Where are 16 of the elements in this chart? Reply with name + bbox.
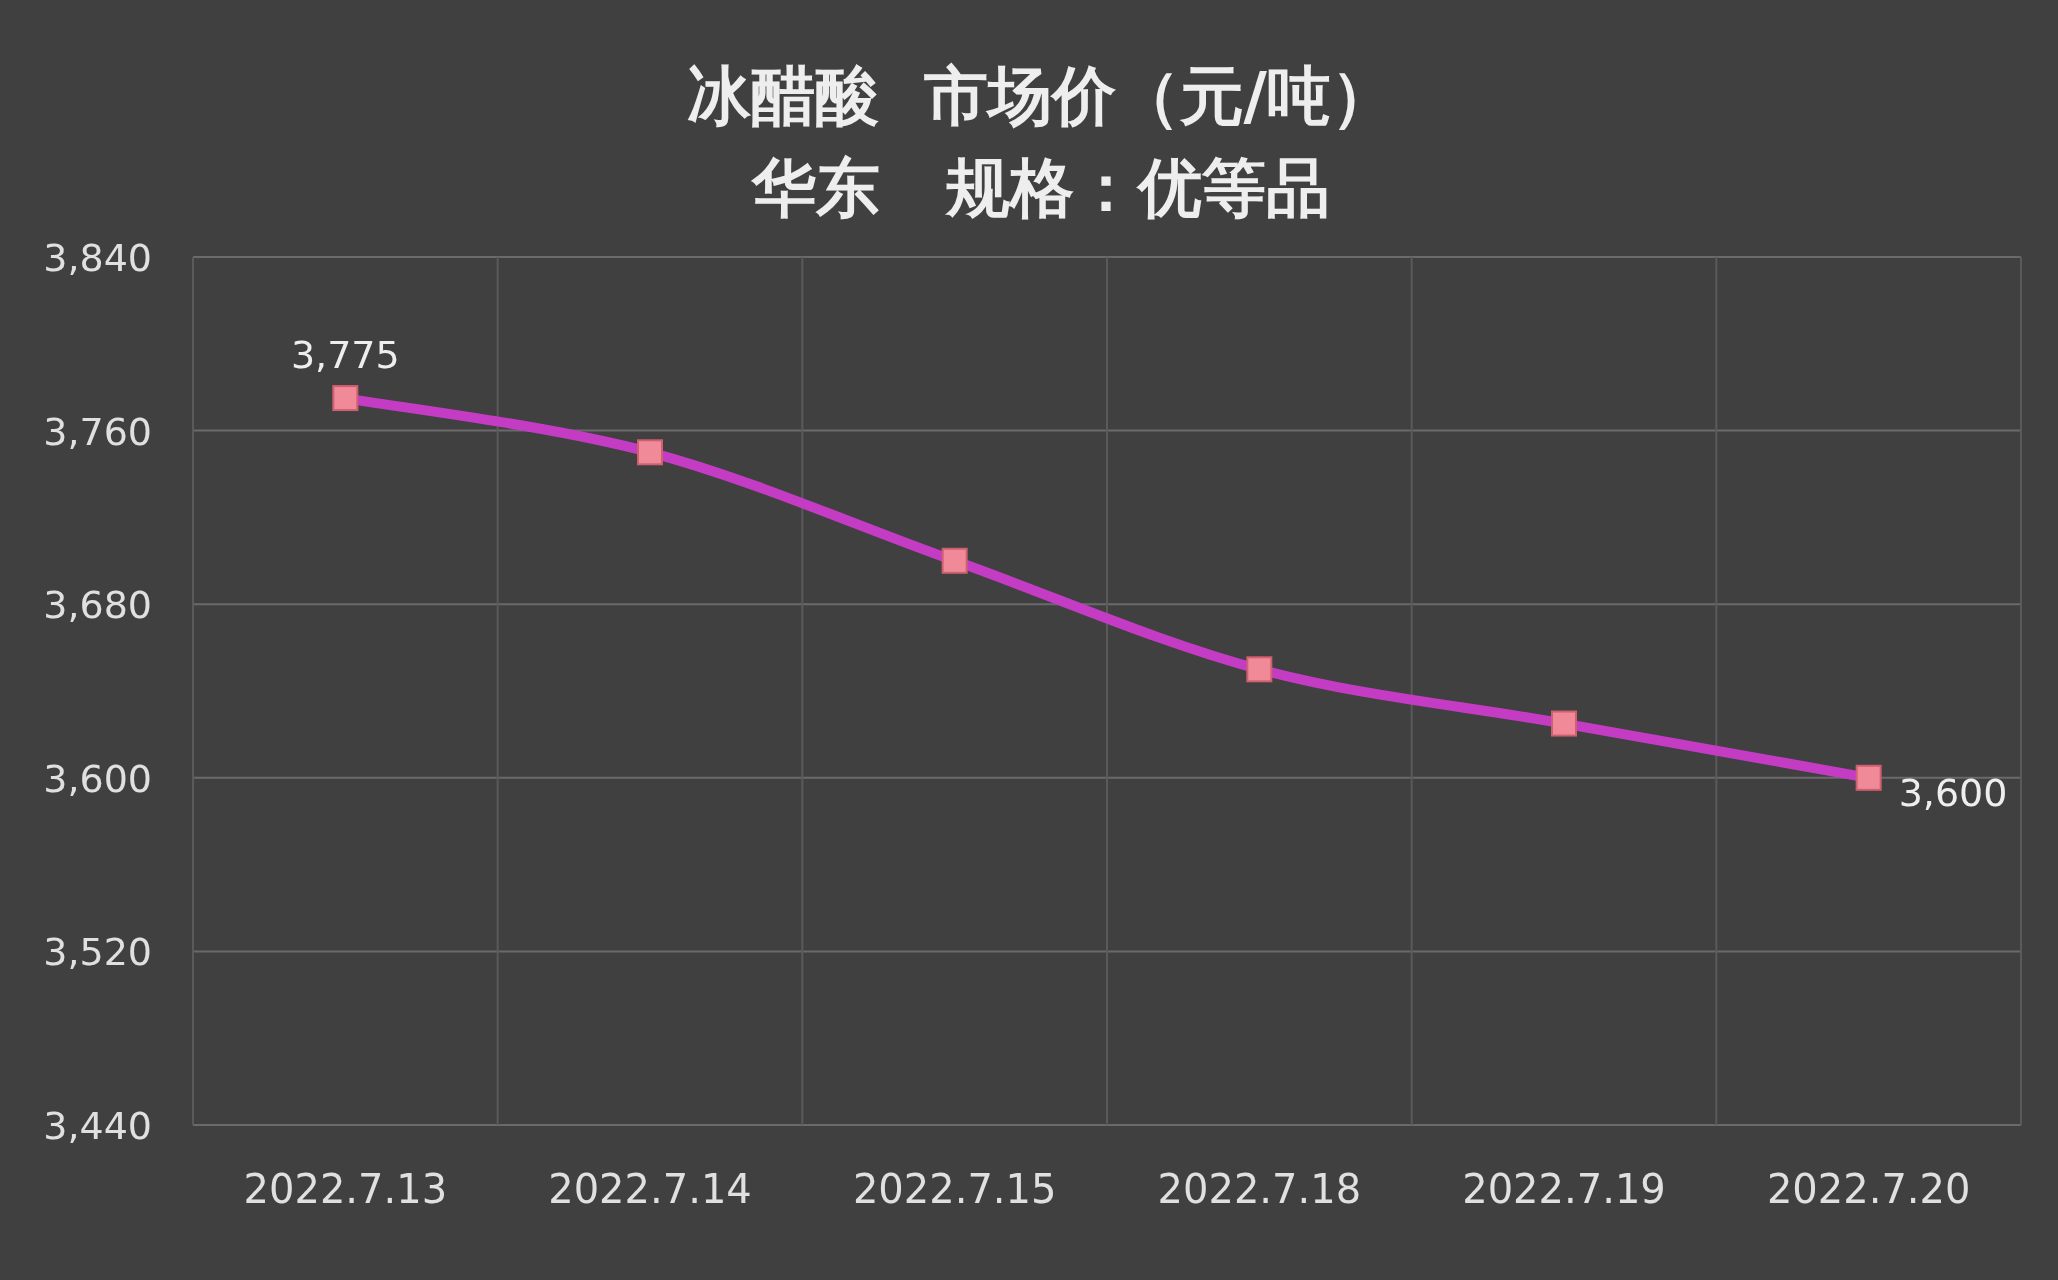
y-tick-label: 3,760 bbox=[43, 409, 152, 454]
y-tick-label: 3,600 bbox=[43, 756, 152, 801]
y-tick-label: 3,520 bbox=[43, 930, 152, 975]
x-tick-label: 2022.7.20 bbox=[1766, 1166, 1971, 1212]
y-tick-label: 3,680 bbox=[43, 583, 152, 628]
y-tick-label: 3,440 bbox=[43, 1104, 152, 1148]
x-tick-label: 2022.7.15 bbox=[852, 1166, 1057, 1212]
x-tick-label: 2022.7.19 bbox=[1462, 1166, 1666, 1212]
x-tick-label: 2022.7.14 bbox=[548, 1166, 752, 1212]
chart-title: 冰醋酸 市场价（元/吨） bbox=[687, 59, 1395, 133]
data-label: 3,775 bbox=[290, 333, 400, 378]
chart-subtitle: 华东 规格：优等品 bbox=[749, 151, 1331, 225]
data-label: 3,600 bbox=[1898, 770, 2008, 815]
y-tick-label: 3,840 bbox=[43, 236, 152, 280]
x-tick-label: 2022.7.18 bbox=[1157, 1166, 1362, 1212]
x-tick-label: 2022.7.13 bbox=[243, 1166, 448, 1212]
